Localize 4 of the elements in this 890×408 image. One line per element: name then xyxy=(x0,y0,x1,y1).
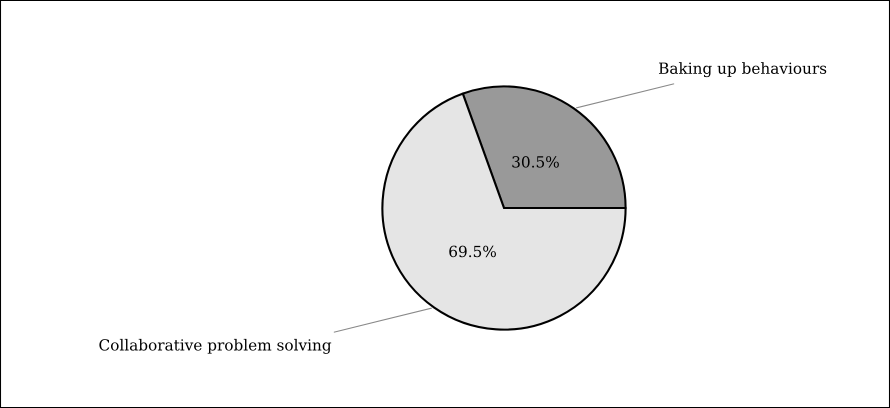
data-label: 30.5% xyxy=(512,156,559,168)
data-label: 69.5% xyxy=(449,246,496,258)
slice-label: Collaborative problem solving xyxy=(99,338,332,354)
slice-label: Baking up behaviours xyxy=(658,62,826,78)
